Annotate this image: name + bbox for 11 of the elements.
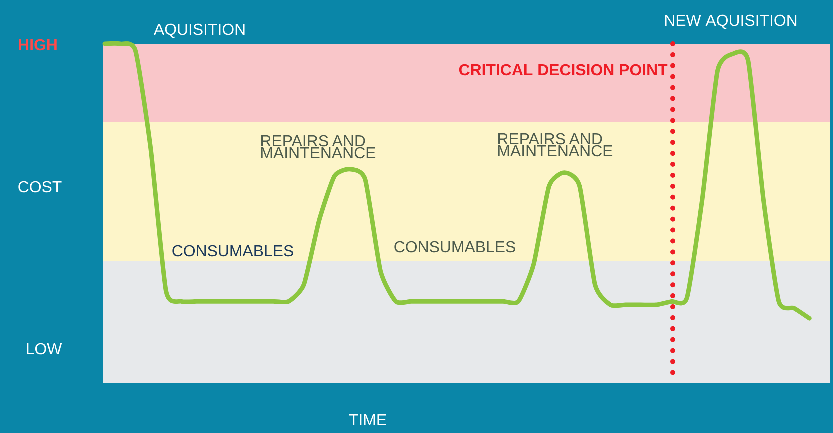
text: AQUISITION [154, 24, 245, 38]
text: HIGH [19, 39, 57, 51]
y-axis-title: COST [18, 181, 62, 193]
text: TIME [349, 414, 386, 426]
text: LOW [27, 343, 62, 355]
text: NEW AQUISITION [665, 14, 797, 30]
annotation: CONSUMABLES [172, 245, 294, 257]
annotation: REPAIRS AND MAINTENANCE [498, 133, 613, 157]
annotation: CONSUMABLES [394, 241, 516, 253]
annotation: REPAIRS AND MAINTENANCE [262, 135, 376, 159]
annotation: CRITICAL DECISION POINT [459, 64, 668, 76]
